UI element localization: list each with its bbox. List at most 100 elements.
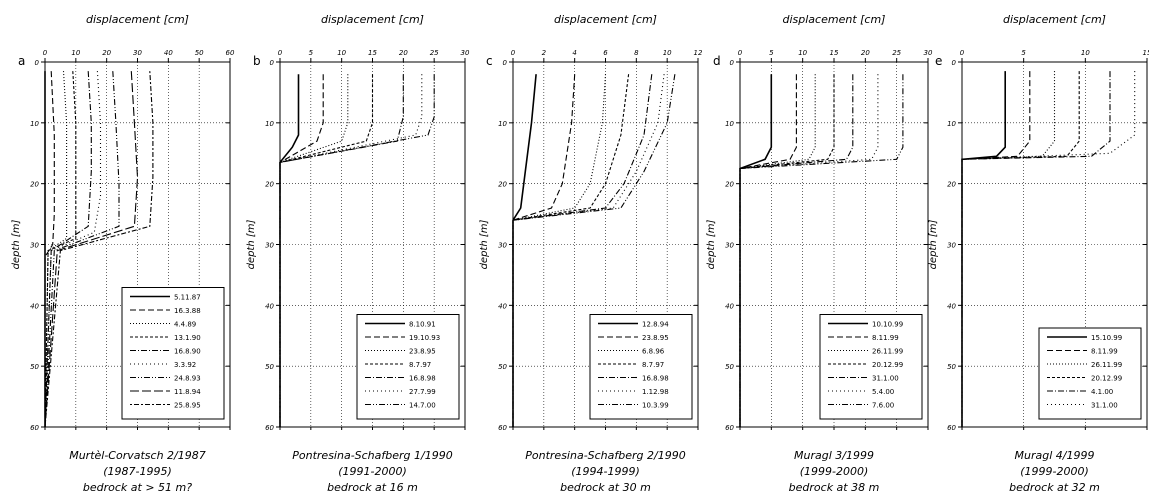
series-line-8 — [44, 71, 139, 428]
legend-label: 23.8.95 — [642, 334, 669, 342]
x-tick-label: 10 — [663, 49, 672, 57]
x-tick-label: 25 — [892, 49, 901, 57]
legend-label: 16.8.98 — [642, 375, 669, 383]
y-tick-label: 10 — [947, 120, 956, 128]
legend-box — [589, 314, 693, 420]
series-line-1 — [961, 71, 1007, 427]
series-line-1 — [279, 74, 300, 427]
y-tick-label: 0 — [270, 59, 275, 67]
y-tick-label: 40 — [947, 302, 956, 310]
legend-label: 23.8.95 — [409, 348, 436, 356]
panel-caption-line: (1999-2000) — [800, 465, 869, 478]
legend: 12.8.94 23.8.95 6.8.96 8.7.97 16.8.98 1.12.98… — [589, 314, 693, 420]
y-tick-label: 20 — [947, 181, 956, 189]
legend-label: 20.12.99 — [872, 361, 903, 369]
y-tick-label: 0 — [35, 59, 40, 67]
series-line-6 — [44, 71, 102, 428]
x-tick-label: 10 — [1081, 49, 1090, 57]
legend-label: 24.8.93 — [174, 375, 201, 383]
y-tick-label: 30 — [30, 242, 39, 250]
x-tick-label: 15 — [830, 49, 839, 57]
panel-caption-line: Pontresina-Schafberg 1/1990 — [292, 449, 452, 462]
series-line-7 — [44, 71, 120, 428]
y-tick-label: 10 — [265, 120, 274, 128]
legend-label: 8.11.99 — [872, 334, 899, 342]
x-tick-label: 10 — [798, 49, 807, 57]
x-tick-label: 60 — [226, 49, 235, 57]
series-line-2 — [739, 74, 797, 427]
x-tick-label: 0 — [511, 49, 516, 57]
chart-panel-c: displacement [cm] c depth [m] 0 2 4 6 8 10 12 0 10 2… — [479, 13, 703, 494]
x-tick-label: 0 — [960, 49, 965, 57]
x-tick-label: 15 — [1143, 49, 1149, 57]
x-tick-label: 30 — [461, 49, 470, 57]
x-tick-label: 10 — [71, 49, 80, 57]
y-tick-label: 0 — [503, 59, 508, 67]
x-tick-label: 0 — [43, 49, 48, 57]
legend-label: 13.1.90 — [174, 334, 201, 342]
series-line-5 — [279, 74, 404, 427]
legend-label: 7.6.00 — [872, 402, 894, 410]
panel-caption-line: (1991-2000) — [338, 465, 407, 478]
y-tick-label: 50 — [947, 363, 956, 371]
panel-letter: e — [935, 54, 942, 68]
x-tick-label: 10 — [337, 49, 346, 57]
x-axis-title: displacement [cm] — [86, 13, 189, 26]
y-tick-label: 20 — [30, 181, 39, 189]
panel-caption-line: bedrock at 32 m — [1009, 481, 1100, 494]
legend-label: 8.10.91 — [409, 321, 436, 329]
series-line-1 — [512, 74, 537, 427]
legend-label: 5.11.87 — [174, 294, 201, 302]
x-axis-title: displacement [cm] — [554, 13, 657, 26]
chart-panel-a: displacement [cm] a depth [m] 0 10 20 30 40 50 60… — [11, 13, 235, 494]
x-tick-label: 6 — [603, 49, 608, 57]
x-tick-label: 30 — [924, 49, 933, 57]
legend-label: 4.4.89 — [174, 321, 196, 329]
legend: 5.11.87 16.3.88 4.4.89 13.1.90 16.8.90 3.3.92… — [121, 287, 225, 420]
legend: 15.10.99 8.11.99 26.11.99 20.12.99 4.1.00 31.… — [1038, 327, 1142, 420]
legend-label: 19.10.93 — [409, 334, 440, 342]
series-line-5 — [44, 71, 92, 428]
x-axis-title: displacement [cm] — [1003, 13, 1106, 26]
legend-label: 16.3.88 — [174, 307, 201, 315]
panel-letter: c — [486, 54, 493, 68]
series-line-2 — [279, 74, 324, 427]
y-tick-label: 30 — [265, 242, 274, 250]
y-tick-label: 40 — [265, 302, 274, 310]
legend-box — [121, 287, 225, 420]
series-line-2 — [44, 71, 55, 427]
legend-label: 6.8.96 — [642, 348, 665, 356]
panel-letter: b — [253, 54, 261, 68]
y-tick-label: 30 — [725, 242, 734, 250]
panel-caption-line: bedrock at 30 m — [560, 481, 651, 494]
series-line-3 — [739, 74, 816, 427]
panel-caption-line: bedrock at 16 m — [327, 481, 418, 494]
legend-label: 31.1.00 — [872, 375, 899, 383]
legend-label: 8.7.97 — [642, 361, 664, 369]
x-tick-label: 15 — [368, 49, 377, 57]
x-tick-label: 20 — [102, 49, 111, 57]
panel-caption-line: bedrock at > 51 m? — [83, 481, 192, 494]
y-tick-label: 30 — [947, 242, 956, 250]
y-axis-title: depth [m] — [11, 219, 22, 269]
series-line-2 — [961, 71, 1031, 427]
panel-caption-line: Muragl 3/1999 — [794, 449, 874, 462]
y-tick-label: 10 — [725, 120, 734, 128]
series-line-4 — [512, 74, 630, 427]
legend-label: 4.1.00 — [1091, 388, 1113, 396]
panel-caption-line: (1994-1999) — [571, 465, 640, 478]
x-tick-label: 0 — [738, 49, 743, 57]
y-tick-label: 50 — [30, 363, 39, 371]
legend-label: 20.12.99 — [1091, 375, 1122, 383]
legend-label: 16.8.98 — [409, 375, 436, 383]
series-line-3 — [279, 74, 349, 427]
panel-caption-line: Muragl 4/1999 — [1015, 449, 1095, 462]
legend-box — [1038, 327, 1142, 420]
series-line-6 — [279, 74, 423, 427]
legend-label: 15.10.99 — [1091, 334, 1122, 342]
chart-panel-e: displacement [cm] e depth [m] 0 5 10 15 0 10 20 30… — [928, 13, 1149, 494]
legend-label: 8.11.99 — [1091, 348, 1118, 356]
legend-label: 26.11.99 — [872, 348, 903, 356]
y-axis-title: depth [m] — [246, 219, 257, 269]
